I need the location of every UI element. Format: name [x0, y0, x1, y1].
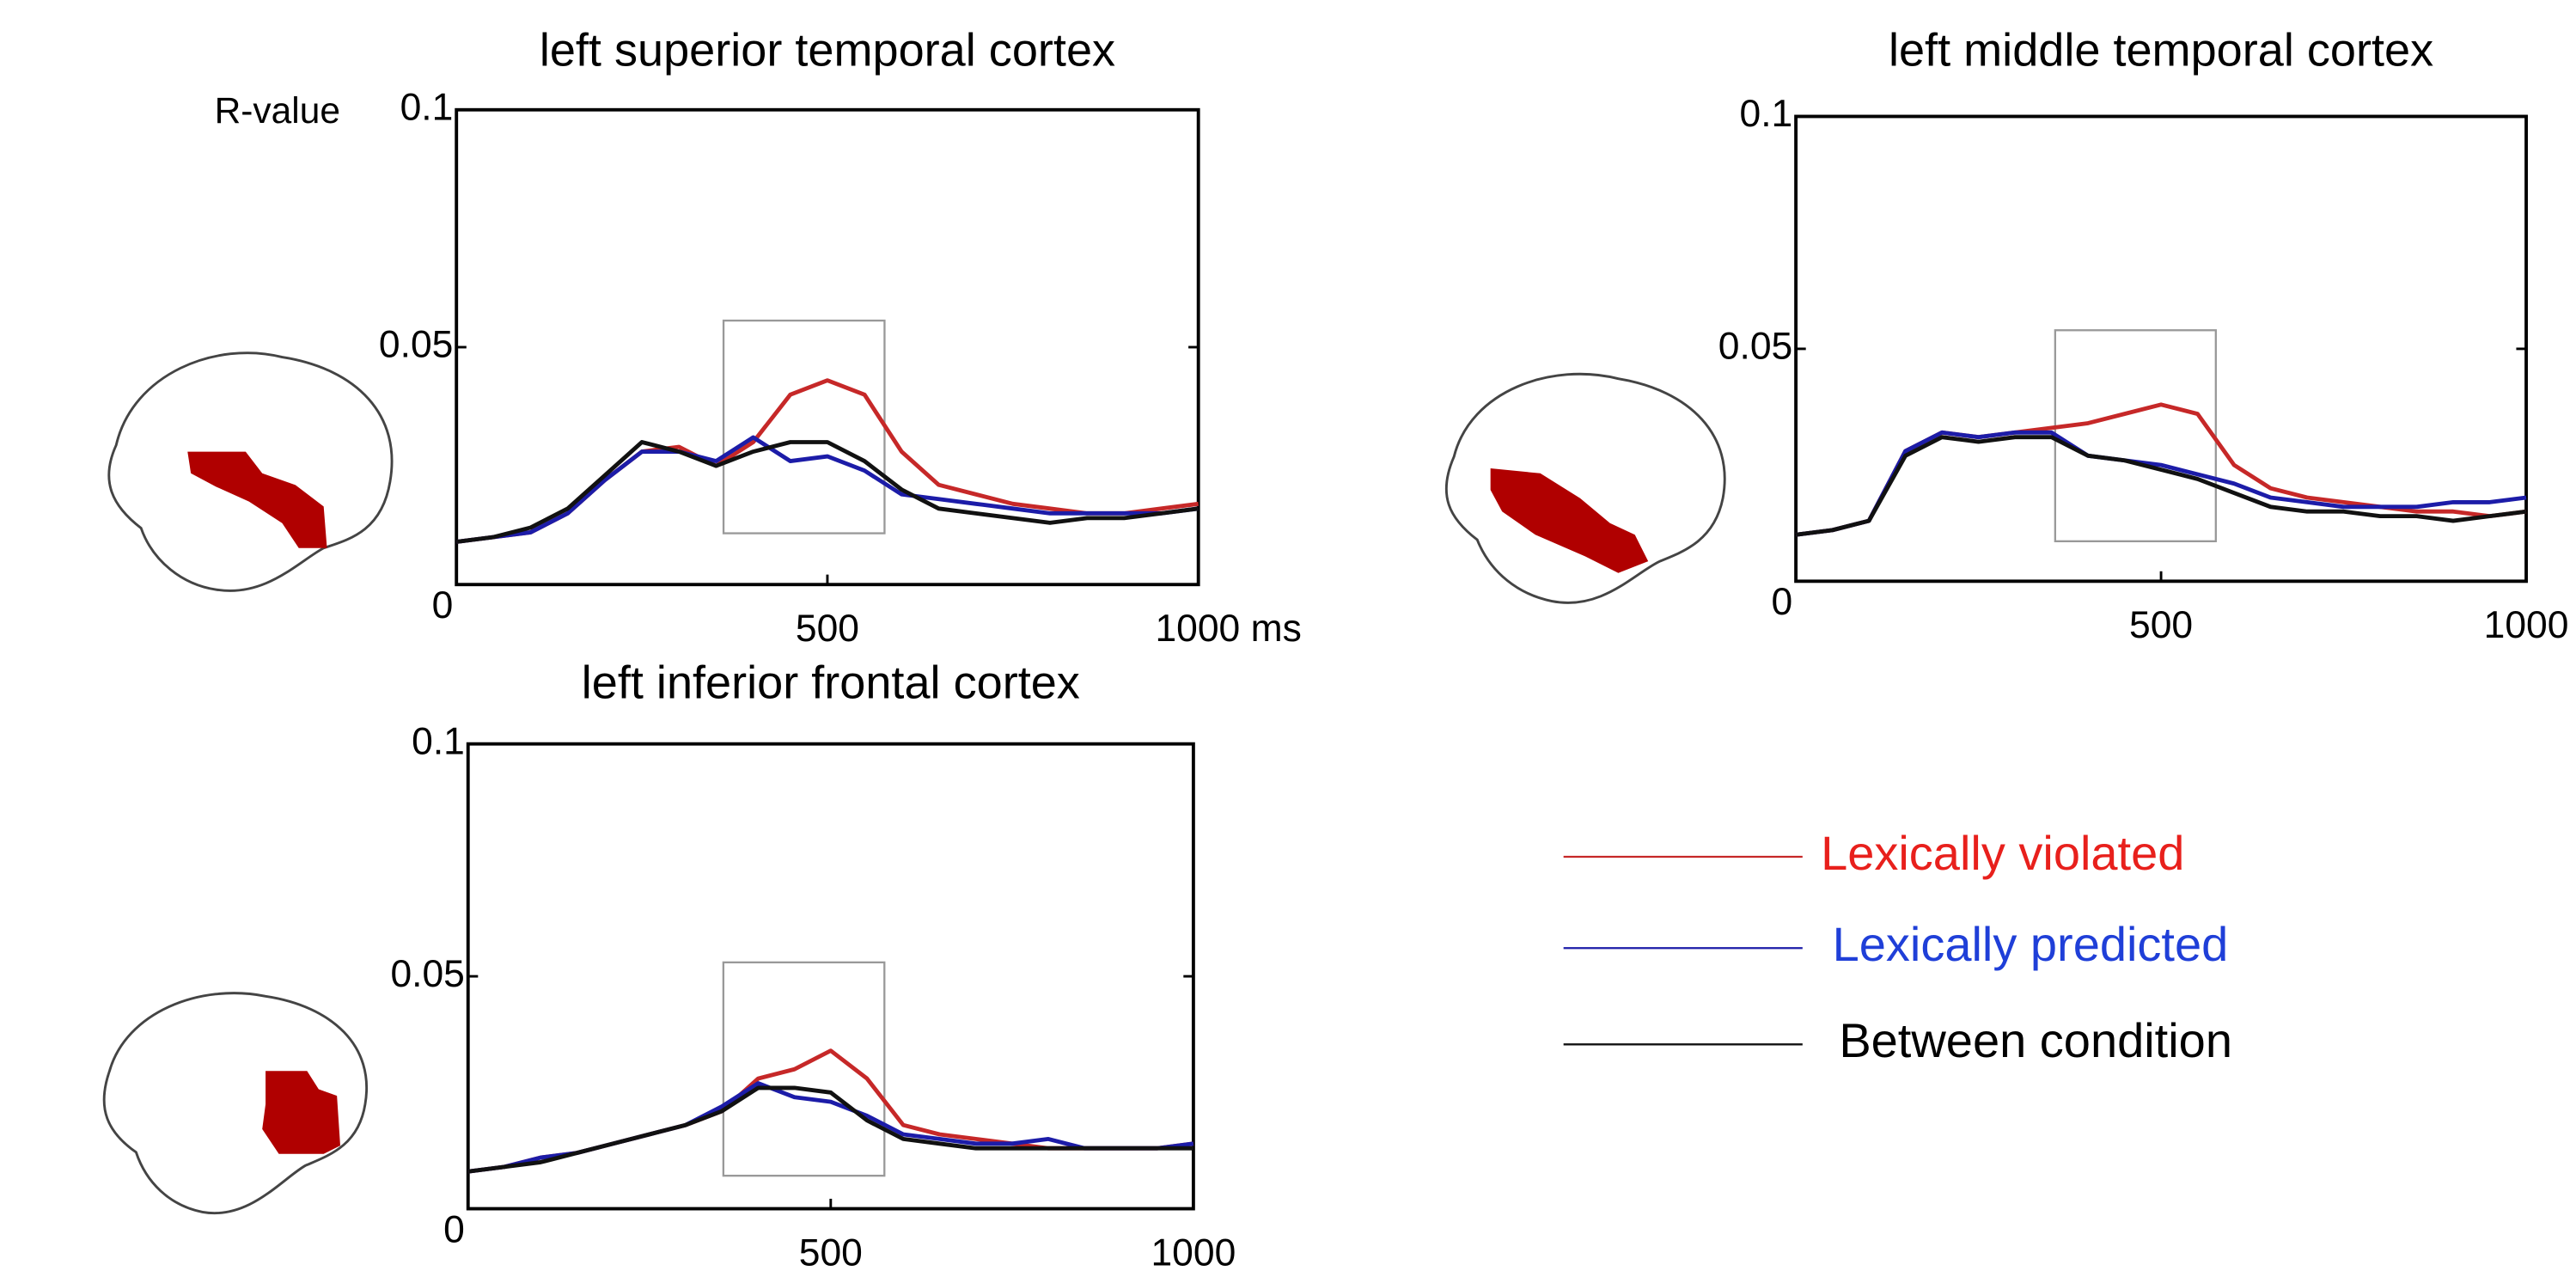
- data-line: [467, 1081, 1194, 1174]
- data-line: [455, 440, 1199, 544]
- plot-frame: [466, 742, 1195, 1211]
- highlight-window: [722, 961, 886, 1177]
- y-tick-label: 0: [1772, 581, 1793, 623]
- legend-label: Lexically predicted: [1833, 917, 2229, 971]
- legend-label: Between condition: [1839, 1013, 2232, 1067]
- chart-title: left middle temporal cortex: [1889, 24, 2433, 76]
- y-tick-label: 0.1: [400, 86, 454, 128]
- highlight-window: [722, 319, 886, 535]
- chart-title: left inferior frontal cortex: [582, 657, 1080, 708]
- highlight-window: [2054, 329, 2217, 542]
- brain-icon: [102, 351, 1726, 1215]
- x-tick-label: 500: [2129, 604, 2193, 646]
- data-line: [1795, 435, 2527, 537]
- data-line: [1795, 430, 2527, 537]
- legend-label: Lexically violated: [1821, 826, 2184, 880]
- data-line: [467, 1085, 1193, 1174]
- x-tick-label: 1000: [2484, 604, 2569, 646]
- data-line: [455, 435, 1199, 544]
- y-axis-label: R-value: [215, 91, 340, 131]
- chart-title: left superior temporal cortex: [540, 24, 1115, 76]
- y-tick-label: 0.1: [1740, 93, 1793, 135]
- y-tick-label: 0: [443, 1208, 465, 1250]
- y-tick-label: 0.05: [1718, 326, 1792, 368]
- y-tick-label: 0.1: [412, 720, 465, 762]
- x-tick-label: 500: [799, 1231, 863, 1274]
- x-tick-label: 1000 ms: [1155, 608, 1301, 650]
- brain-region: [187, 451, 1649, 1154]
- x-tick-label: 1000: [1151, 1231, 1236, 1274]
- y-tick-label: 0.05: [390, 953, 464, 995]
- x-tick-label: 500: [796, 608, 859, 650]
- y-tick-label: 0: [432, 584, 454, 626]
- y-tick-label: 0.05: [379, 324, 453, 366]
